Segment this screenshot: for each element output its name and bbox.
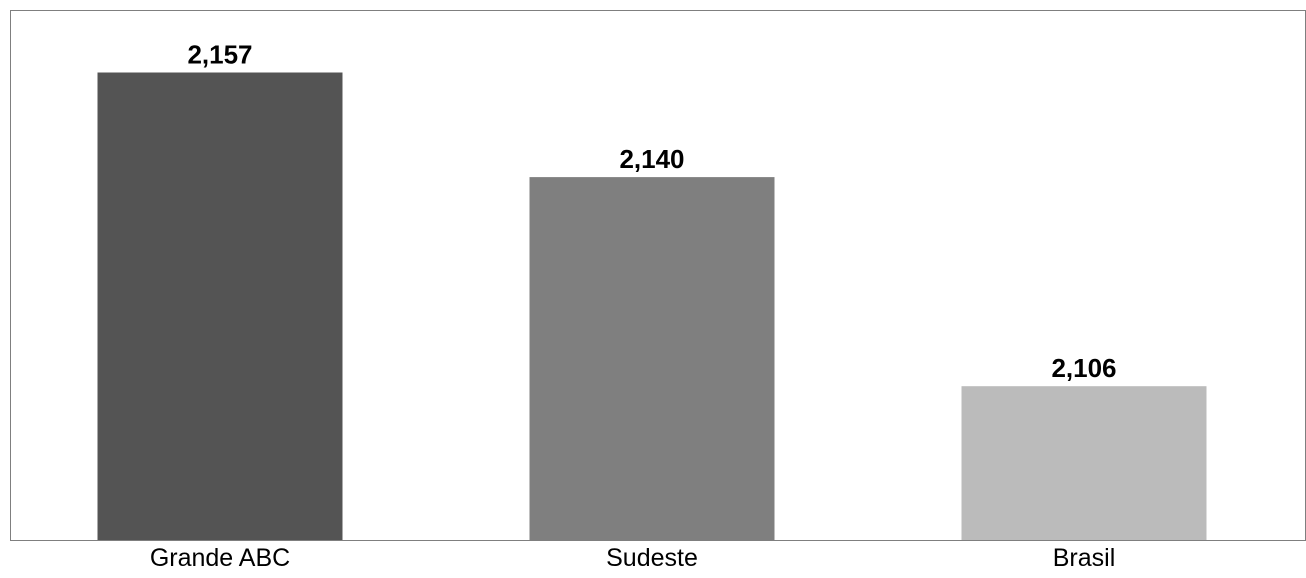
- category-label: Grande ABC: [150, 544, 290, 572]
- data-labels-layer: 2,157 2,140 2,106: [187, 40, 1116, 384]
- data-label: 2,106: [1051, 353, 1116, 383]
- bar-brasil: [961, 386, 1207, 540]
- bars-layer: [97, 72, 1207, 540]
- category-label: Brasil: [1053, 544, 1116, 572]
- data-label: 2,140: [619, 144, 684, 174]
- category-label: Sudeste: [606, 544, 698, 572]
- bar-sudeste: [529, 177, 775, 540]
- data-label: 2,157: [187, 40, 252, 70]
- bar-grande-abc: [97, 72, 343, 540]
- category-labels-layer: Grande ABC Sudeste Brasil: [150, 544, 1115, 572]
